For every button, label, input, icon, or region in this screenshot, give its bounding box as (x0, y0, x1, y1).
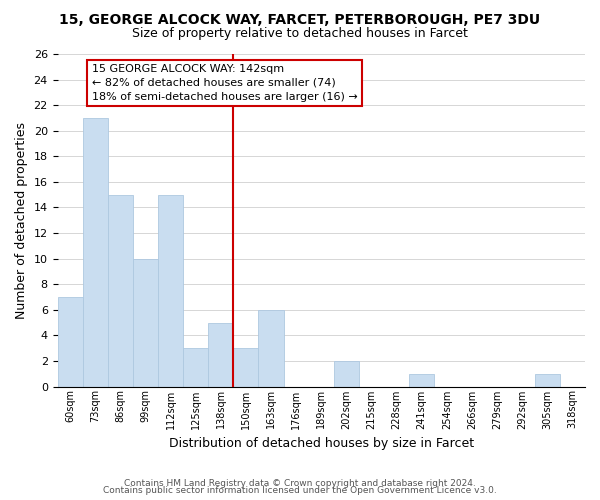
Bar (133, 258, 158, 386)
Bar (535, 374, 560, 386)
Text: Size of property relative to detached houses in Farcet: Size of property relative to detached ho… (132, 28, 468, 40)
Bar (58, 297, 83, 386)
Text: Contains HM Land Registry data © Crown copyright and database right 2024.: Contains HM Land Registry data © Crown c… (124, 478, 476, 488)
Text: 15 GEORGE ALCOCK WAY: 142sqm
← 82% of detached houses are smaller (74)
18% of se: 15 GEORGE ALCOCK WAY: 142sqm ← 82% of de… (92, 64, 358, 102)
X-axis label: Distribution of detached houses by size in Farcet: Distribution of detached houses by size … (169, 437, 474, 450)
Bar (208, 322, 233, 386)
Bar (158, 194, 183, 386)
Bar (334, 361, 359, 386)
Bar (409, 374, 434, 386)
Y-axis label: Number of detached properties: Number of detached properties (15, 122, 28, 319)
Text: 15, GEORGE ALCOCK WAY, FARCET, PETERBOROUGH, PE7 3DU: 15, GEORGE ALCOCK WAY, FARCET, PETERBORO… (59, 12, 541, 26)
Bar (108, 194, 133, 386)
Text: Contains public sector information licensed under the Open Government Licence v3: Contains public sector information licen… (103, 486, 497, 495)
Bar (83, 118, 108, 386)
Bar (233, 348, 259, 387)
Bar (259, 310, 284, 386)
Bar (183, 348, 208, 387)
